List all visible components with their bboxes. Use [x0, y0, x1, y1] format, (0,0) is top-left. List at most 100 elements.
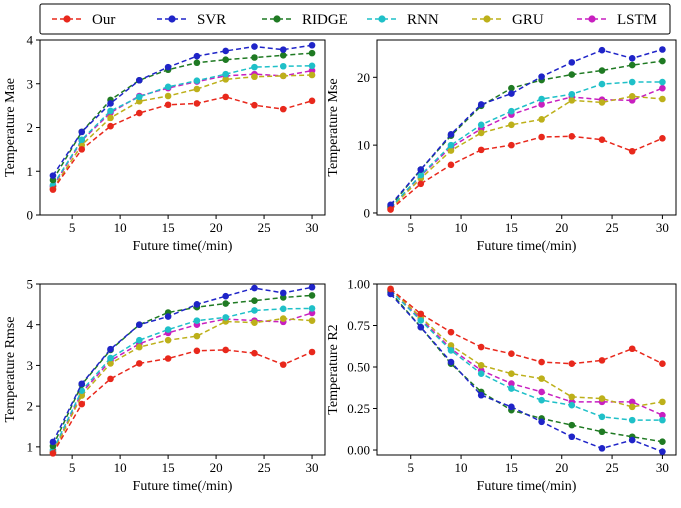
data-point-rnn: [538, 396, 545, 404]
data-point-rnn: [659, 416, 666, 424]
series-line-svr: [52, 286, 313, 443]
x-tick-label: 30: [306, 220, 319, 235]
data-point-gru: [628, 92, 636, 100]
y-tick-label: 1.00: [347, 277, 370, 292]
data-point-svr: [508, 403, 515, 411]
series-line-our: [390, 288, 663, 365]
y-tick-label: 2: [27, 120, 34, 135]
y-tick-label: 3: [27, 76, 34, 91]
data-point-svr: [659, 448, 666, 455]
legend-marker-our: [63, 15, 71, 23]
data-point-our: [417, 180, 425, 188]
x-tick-label: 20: [210, 220, 223, 235]
series-line-rnn: [52, 65, 313, 186]
data-point-gru: [538, 116, 545, 123]
series-line-ridge: [390, 291, 663, 443]
legend-marker-svr: [168, 15, 176, 23]
data-point-our: [107, 375, 114, 383]
data-point-gru: [508, 121, 515, 129]
data-point-our: [568, 360, 576, 367]
data-point-our: [628, 345, 636, 353]
data-point-rnn: [628, 78, 636, 86]
data-point-gru: [598, 395, 606, 402]
data-point-rnn: [251, 63, 258, 71]
data-point-ridge: [508, 84, 515, 92]
data-point-gru: [308, 71, 316, 79]
data-point-our: [193, 347, 201, 355]
y-axis-label: Temperature R2: [326, 324, 341, 414]
series-gru: [49, 315, 316, 456]
y-tick-label: 20: [357, 70, 370, 85]
series-lstm: [49, 67, 316, 190]
data-point-rnn: [477, 370, 485, 377]
data-point-svr: [417, 166, 425, 173]
data-point-svr: [568, 59, 576, 66]
data-point-svr: [49, 438, 57, 446]
data-point-our: [417, 310, 425, 318]
data-point-gru: [136, 343, 143, 351]
series-line-svr: [390, 293, 663, 453]
data-point-svr: [193, 52, 201, 60]
series-line-our: [390, 135, 663, 211]
data-point-our: [477, 146, 485, 154]
legend-label-svr: SVR: [197, 12, 226, 28]
data-point-rnn: [279, 305, 287, 313]
data-point-our: [508, 141, 515, 149]
data-point-our: [222, 346, 229, 354]
data-point-svr: [387, 201, 394, 209]
data-point-gru: [164, 92, 172, 100]
data-point-our: [447, 328, 455, 336]
data-point-ridge: [193, 59, 201, 67]
data-point-svr: [598, 46, 606, 54]
data-point-gru: [251, 319, 258, 326]
data-point-svr: [164, 313, 172, 320]
data-point-svr: [222, 292, 229, 300]
data-point-our: [308, 348, 316, 356]
series-svr: [49, 41, 316, 179]
x-tick-label: 10: [455, 220, 468, 235]
x-tick-label: 10: [114, 460, 127, 475]
x-tick-label: 15: [505, 220, 518, 235]
data-point-rnn: [508, 385, 515, 392]
data-point-rnn: [164, 326, 172, 333]
data-point-ridge: [598, 67, 606, 74]
data-point-svr: [308, 283, 316, 291]
data-point-rnn: [78, 387, 86, 394]
series-ridge: [387, 57, 666, 210]
data-point-gru: [659, 95, 666, 103]
data-point-rnn: [78, 136, 86, 144]
x-axis-label: Future time(/min): [477, 479, 577, 494]
data-point-ridge: [628, 61, 636, 69]
data-point-our: [136, 109, 143, 117]
data-point-rnn: [508, 107, 515, 115]
data-point-svr: [279, 46, 287, 53]
data-point-svr: [222, 47, 229, 55]
data-point-our: [164, 101, 172, 109]
data-point-svr: [508, 90, 515, 97]
y-tick-label: 0.25: [347, 401, 370, 416]
data-point-ridge: [598, 428, 606, 436]
data-point-rnn: [659, 78, 666, 86]
data-point-svr: [538, 73, 545, 80]
data-point-lstm: [659, 84, 666, 92]
series-ridge: [387, 289, 666, 446]
legend-entry-ridge: RIDGE: [262, 12, 348, 28]
series-line-lstm: [390, 87, 663, 209]
data-point-svr: [538, 418, 545, 426]
data-point-ridge: [308, 292, 316, 299]
data-point-our: [136, 360, 143, 367]
data-point-ridge: [659, 438, 666, 446]
x-tick-label: 25: [258, 460, 271, 475]
data-point-svr: [251, 43, 258, 50]
data-point-svr: [251, 284, 258, 292]
series-line-ridge: [52, 294, 313, 447]
plot-frame: [376, 39, 677, 216]
series-rnn: [49, 62, 316, 189]
data-point-svr: [136, 76, 143, 84]
y-tick-label: 2: [27, 399, 34, 414]
data-point-our: [538, 133, 545, 141]
data-point-ridge: [251, 297, 258, 304]
data-point-ridge: [222, 56, 229, 63]
series-our: [387, 133, 666, 213]
data-point-our: [387, 206, 394, 213]
